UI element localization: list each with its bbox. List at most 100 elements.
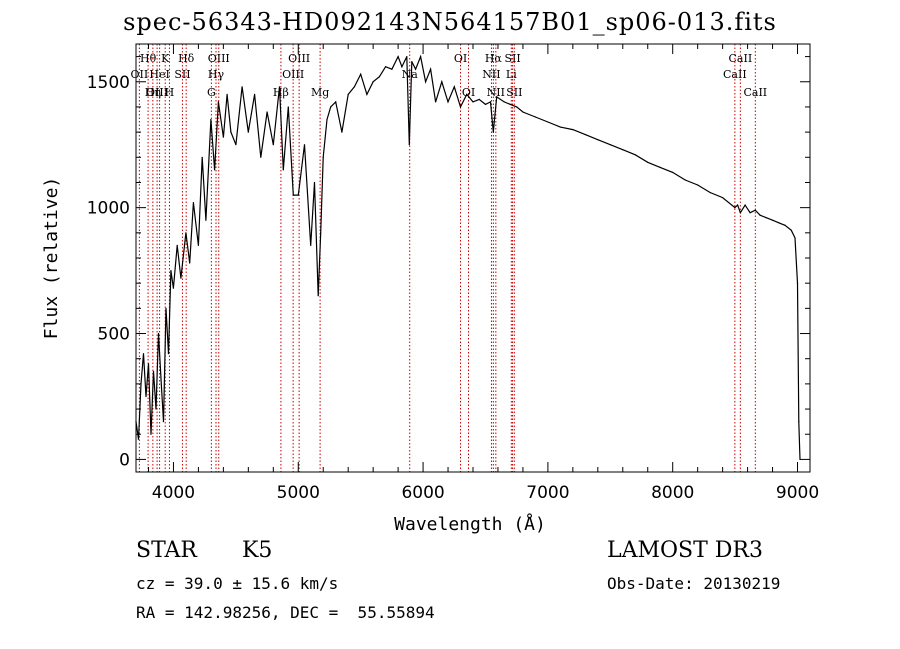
data-point-88 [572, 129, 574, 131]
data-point-101 [734, 207, 736, 209]
data-point-24 [210, 118, 212, 121]
data-point-59 [391, 68, 393, 70]
line-marker-label-18: OI [462, 86, 475, 99]
data-point-28 [226, 93, 228, 95]
line-marker-label-10: Hγ [208, 68, 225, 81]
data-point-82 [509, 103, 512, 106]
line-marker-label-25: CaII [729, 52, 753, 65]
data-point-114 [796, 282, 799, 284]
data-point-105 [749, 212, 751, 214]
data-point-5 [147, 363, 150, 365]
data-point-21 [197, 244, 200, 247]
data-point-110 [778, 222, 780, 224]
data-point-115 [798, 421, 800, 423]
data-point-56 [372, 81, 374, 83]
data-point-72 [453, 86, 455, 88]
data-point-15 [172, 287, 175, 289]
data-point-99 [709, 191, 711, 194]
data-point-61 [401, 66, 403, 68]
data-point-107 [759, 214, 761, 216]
data-point-6 [150, 433, 152, 435]
x-axis-label: Wavelength (Å) [394, 513, 546, 535]
spectrum-line-0 [135, 54, 801, 460]
data-point-34 [260, 156, 262, 158]
data-point-46 [320, 232, 322, 234]
data-point-96 [672, 171, 674, 173]
data-point-81 [503, 101, 505, 103]
data-point-49 [330, 106, 332, 108]
x-tick-label-1: 5000 [277, 483, 320, 503]
data-point-89 [584, 134, 586, 136]
data-point-70 [441, 81, 443, 83]
y-axis-label: Flux (relative) [41, 177, 62, 340]
data-point-90 [597, 139, 599, 141]
line-marker-label-26: CaII [723, 68, 747, 81]
data-point-22 [201, 156, 203, 158]
data-point-92 [622, 149, 624, 151]
y-tick-label-2: 1000 [87, 199, 130, 219]
data-point-40 [292, 194, 294, 196]
data-point-19 [189, 262, 191, 264]
line-marker-label-6: H [165, 86, 175, 99]
x-tick-label-5: 9000 [776, 483, 819, 503]
data-point-109 [771, 219, 774, 221]
line-marker-label-24: SII [506, 86, 522, 99]
data-point-55 [366, 93, 368, 95]
data-point-11 [162, 421, 165, 423]
y-axis: 0 500 1000 1500 [87, 56, 810, 470]
data-point-30 [235, 144, 237, 146]
data-point-60 [397, 55, 399, 58]
data-point-42 [303, 144, 306, 146]
line-marker-label-2: OIII [146, 86, 168, 99]
line-marker-label-15: Mg [311, 86, 329, 99]
data-point-87 [559, 126, 561, 128]
line-marker-label-13: OIII [288, 52, 310, 65]
data-point-33 [253, 93, 256, 95]
line-marker-label-7: Hδ [178, 52, 195, 65]
line-markers [138, 44, 756, 472]
line-marker-label-19: Hα [485, 52, 503, 65]
data-point-50 [335, 101, 337, 103]
survey-name: LAMOST DR3 [607, 538, 763, 563]
data-point-13 [167, 353, 170, 355]
data-point-93 [634, 154, 636, 156]
data-point-75 [472, 101, 474, 103]
data-point-103 [739, 212, 741, 214]
data-point-69 [434, 101, 437, 103]
line-marker-label-11: G [207, 86, 216, 99]
data-point-63 [408, 144, 410, 146]
x-tick-label-0: 4000 [152, 483, 195, 503]
data-point-9 [157, 332, 160, 335]
line-marker-label-23: Li [506, 68, 517, 81]
object-class: STAR [136, 538, 197, 563]
data-point-57 [378, 76, 380, 78]
data-point-4 [145, 395, 147, 398]
data-point-20 [192, 202, 195, 204]
data-point-78 [489, 101, 492, 103]
x-axis: 4000 5000 6000 7000 8000 9000 [147, 44, 819, 503]
data-point-58 [385, 66, 387, 68]
data-point-43 [310, 244, 312, 247]
line-marker-label-17: OI [454, 52, 467, 65]
subclass: K5 [242, 538, 273, 563]
data-point-68 [429, 68, 432, 70]
data-point-8 [155, 408, 157, 410]
data-point-67 [424, 81, 427, 83]
line-marker-label-4: HeI [149, 68, 169, 81]
data-point-36 [272, 144, 274, 146]
line-marker-label-14: OIII [282, 68, 304, 81]
data-point-104 [744, 204, 746, 206]
y-tick-label-1: 500 [98, 325, 130, 345]
line-marker-labels: Hθ OII OIII K HeI Hη H Hδ SII OIII Hγ G Hβ OIII OIII Mg… [131, 52, 768, 99]
line-marker-label-3: K [161, 52, 170, 65]
data-point-102 [737, 204, 739, 206]
data-point-64 [411, 61, 413, 63]
data-point-25 [214, 169, 216, 171]
data-point-94 [647, 161, 649, 163]
data-point-106 [754, 209, 756, 211]
data-point-29 [230, 131, 232, 133]
line-marker-label-1: OII [131, 68, 149, 81]
plot-frame [135, 43, 811, 473]
coordinates: RA = 142.98256, DEC = 55.55894 [136, 603, 435, 622]
data-point-80 [496, 96, 498, 98]
